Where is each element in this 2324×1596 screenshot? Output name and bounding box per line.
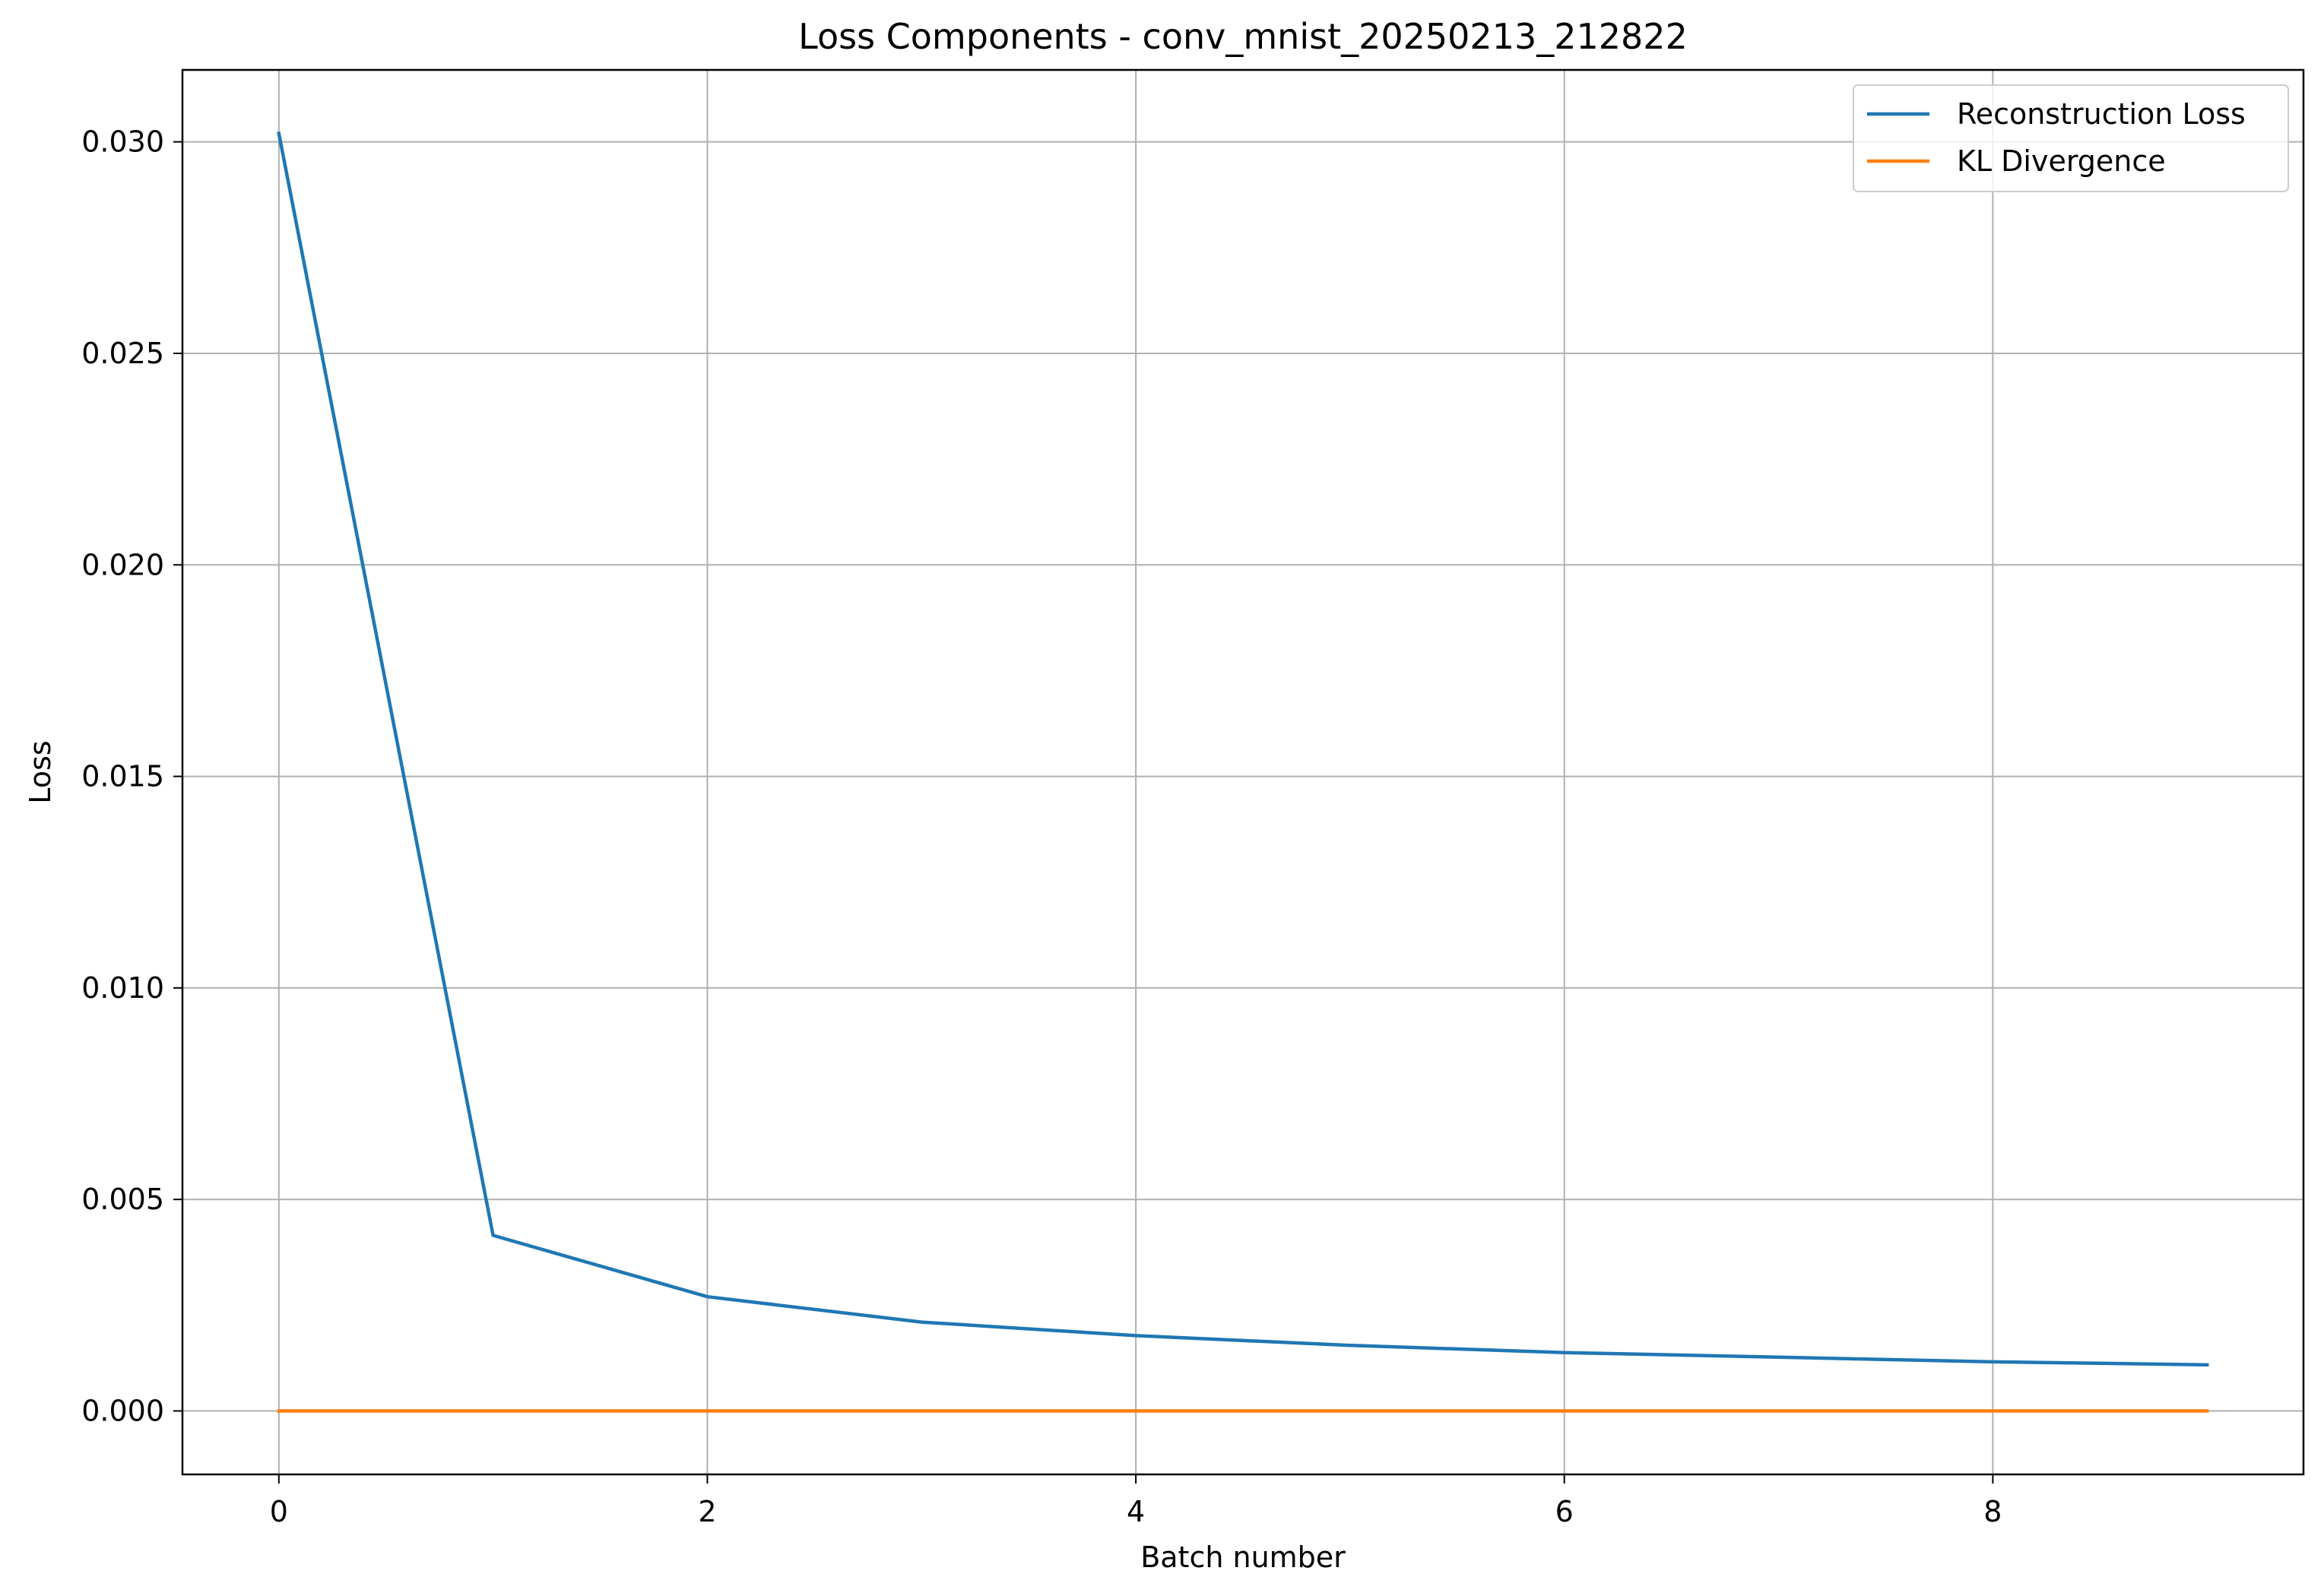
plot-frame	[181, 68, 2305, 1476]
y-tick-label: 0.020	[81, 548, 164, 581]
y-axis-label: Loss	[24, 740, 57, 803]
x-tick-label: 4	[1127, 1495, 1145, 1528]
y-tick-label: 0.015	[81, 760, 164, 793]
x-axis-label: Batch number	[1140, 1541, 1346, 1574]
legend-label-kl-divergence: KL Divergence	[1957, 144, 2166, 178]
y-tick-label: 0.005	[81, 1183, 164, 1216]
x-tick-label: 2	[698, 1495, 716, 1528]
y-tick-label: 0.000	[81, 1395, 164, 1428]
legend: Reconstruction Loss KL Divergence	[1853, 84, 2289, 192]
series-line-reconstruction-loss	[277, 131, 2209, 1367]
x-tick-label: 0	[270, 1495, 288, 1528]
x-tick-label: 8	[1983, 1495, 2002, 1528]
y-tick-label: 0.025	[81, 337, 164, 370]
legend-box	[1853, 84, 2289, 192]
chart-title: Loss Components - conv_mnist_20250213_21…	[798, 16, 1688, 57]
series-layer	[277, 131, 2209, 1413]
legend-label-reconstruction-loss: Reconstruction Loss	[1957, 97, 2246, 131]
ticks: 0 2 4 6 8 0.000 0.005 0.010 0.015 0.020 0.025 0.030	[81, 125, 2002, 1528]
y-tick-label: 0.010	[81, 971, 164, 1005]
x-tick-label: 6	[1555, 1495, 1574, 1528]
y-tick-label: 0.030	[81, 125, 164, 159]
